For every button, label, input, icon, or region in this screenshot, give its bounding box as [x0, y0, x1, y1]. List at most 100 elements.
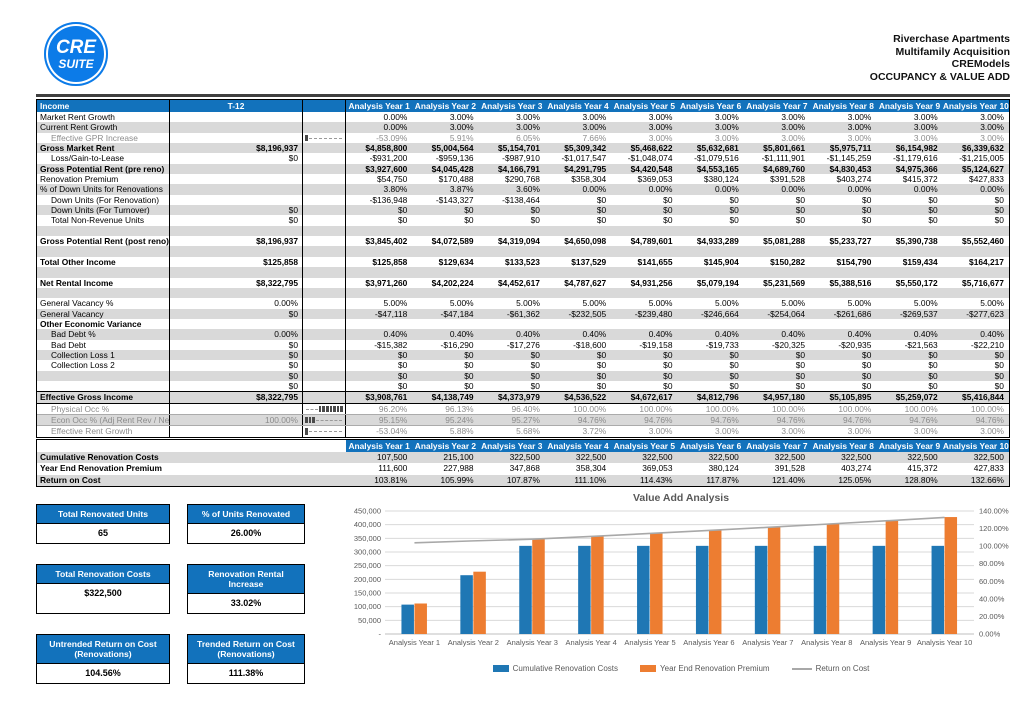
- summary-box: Renovation Rental Increase 33.02%: [187, 564, 305, 614]
- cell: $4,931,256: [630, 277, 673, 288]
- cell: $403,274: [836, 174, 872, 185]
- cell: [545, 319, 611, 329]
- year-header: Analysis Year 7: [743, 440, 811, 452]
- table-row: Effective Gross Income $8,322,795 $3,908,7…: [37, 391, 1009, 404]
- cell: -$1,111,901: [761, 153, 806, 164]
- cell: $4,933,289: [696, 236, 739, 247]
- deal-type: Multifamily Acquisition: [895, 45, 1010, 58]
- cell: 0.40%: [516, 329, 540, 340]
- cell: 0.00%: [648, 184, 673, 195]
- year-header: Analysis Year 1: [346, 440, 413, 452]
- cre-suite-logo: CRE SUITE: [44, 22, 108, 86]
- row-label: Gross Potential Rent (post reno): [37, 236, 170, 247]
- row-label: Collection Loss 2: [37, 360, 170, 371]
- spark-bar: [340, 405, 343, 413]
- cell: $4,650,098: [564, 236, 607, 247]
- cell: 0.00%: [980, 184, 1004, 195]
- income-table: Income T-12 Analysis Year 1 Analysis Year 2…: [36, 99, 1010, 438]
- cell: -$47,184: [440, 308, 474, 319]
- cell: [677, 246, 743, 256]
- cell: $6,339,632: [962, 143, 1004, 154]
- table-row: Effective Rent Growth -53.04% 5.88% 5.68% 3.…: [37, 425, 1009, 437]
- left-axis-label: 150,000: [354, 589, 381, 598]
- cell: 3.60%: [516, 184, 540, 195]
- sparkline-cell: [303, 184, 346, 195]
- x-axis-label: Analysis Year 1: [389, 638, 440, 647]
- bar-renovation-premium: [767, 526, 781, 634]
- cell: $0: [795, 205, 806, 216]
- cell: $4,072,589: [431, 236, 474, 247]
- sparkline-cell: [303, 112, 346, 123]
- cell: 0.00%: [913, 184, 938, 195]
- cell: $5,550,172: [895, 277, 938, 288]
- cell: $164,217: [969, 256, 1004, 267]
- table-row: Bad Debt $0 -$15,382 -$16,290 -$17,276 -$18,6…: [37, 339, 1009, 350]
- cell: $0: [729, 205, 739, 216]
- cell: 3.00%: [913, 122, 938, 133]
- t12-cell: [170, 287, 303, 299]
- cell: [810, 319, 876, 329]
- cell: 3.00%: [648, 132, 673, 143]
- summary-box: % of Units Renovated 26.00%: [187, 504, 305, 544]
- t12-cell: 0.00%: [170, 329, 303, 340]
- cell: 94.76%: [710, 414, 739, 425]
- year-header: Analysis Year 9: [878, 101, 941, 111]
- cell: [346, 267, 412, 277]
- cell: $4,812,796: [696, 392, 739, 403]
- sparkline-cell: [303, 287, 346, 299]
- cell: 96.13%: [445, 403, 474, 414]
- left-axis-label: 250,000: [354, 561, 381, 570]
- cell: -$1,215,005: [959, 153, 1004, 164]
- year-header: Analysis Year 10: [942, 440, 1009, 452]
- cell: 0.40%: [449, 329, 474, 340]
- cell: $154,790: [836, 256, 872, 267]
- table-row: Renovation Premium $54,750 $170,488 $290,76…: [37, 174, 1009, 185]
- spark-bar: [329, 405, 333, 413]
- cell: -$47,118: [374, 308, 408, 319]
- row-label: Effective Gross Income: [37, 392, 170, 403]
- cell: 0.40%: [847, 329, 872, 340]
- cell: 117.87%: [706, 474, 739, 485]
- cell: 347,868: [509, 463, 540, 474]
- table-row: [37, 287, 1009, 299]
- cell: 322,500: [907, 452, 938, 462]
- cell: [810, 246, 876, 256]
- cell: [744, 319, 810, 329]
- t12-cell: [170, 246, 303, 257]
- table-row: Market Rent Growth 0.00% 3.00% 3.00% 3.00% 3.…: [37, 112, 1009, 123]
- cell: $0: [928, 380, 938, 391]
- cell: 6.05%: [516, 132, 540, 143]
- cell: $3,927,600: [365, 163, 408, 174]
- cell: 94.76%: [842, 414, 872, 425]
- table-row: Econ Occ % (Adj Rent Rev / Net Rental In…: [37, 413, 1009, 426]
- cell: $6,154,982: [895, 143, 938, 154]
- renovation-header-spacer: [37, 440, 346, 452]
- cell: 105.99%: [440, 474, 474, 485]
- t12-cell: [170, 225, 303, 237]
- cell: $4,957,180: [763, 392, 806, 403]
- sparkline-cell: [303, 246, 346, 257]
- table-row: Return on Cost 103.81% 105.99% 107.87% 111.1…: [37, 474, 1009, 487]
- right-axis-label: 140.00%: [979, 507, 1009, 516]
- income-header-label: Income: [37, 100, 170, 112]
- cell: [611, 288, 677, 298]
- spark-bar: [305, 428, 308, 435]
- bar-cumulative-costs: [695, 545, 709, 634]
- cell: $4,689,760: [763, 163, 806, 174]
- cell: $0: [596, 370, 607, 381]
- table-row: Down Units (For Turnover) $0 $0 $0 $0 $0 $0 $0 $…: [37, 205, 1009, 216]
- sparkline-cell: [303, 194, 346, 206]
- row-label: Econ Occ % (Adj Rent Rev / Net Rental In…: [37, 414, 170, 426]
- cell: -$20,325: [772, 339, 806, 350]
- spark-bar: [326, 405, 329, 413]
- cell: [943, 226, 1009, 236]
- summary-box-title: Renovation Rental Increase: [188, 565, 304, 594]
- cell: $5,975,711: [829, 143, 872, 154]
- cell: -$277,623: [966, 308, 1004, 319]
- cell: 3.00%: [648, 112, 673, 122]
- row-label: [37, 246, 170, 257]
- sparkline-bars: [318, 405, 343, 413]
- table-row: Collection Loss 1 $0 $0 $0 $0 $0 $0 $0 $0 $0 $0 $0: [37, 349, 1009, 361]
- cell: 358,304: [575, 463, 607, 474]
- table-row: Gross Potential Rent (pre reno) $3,927,60…: [37, 163, 1009, 175]
